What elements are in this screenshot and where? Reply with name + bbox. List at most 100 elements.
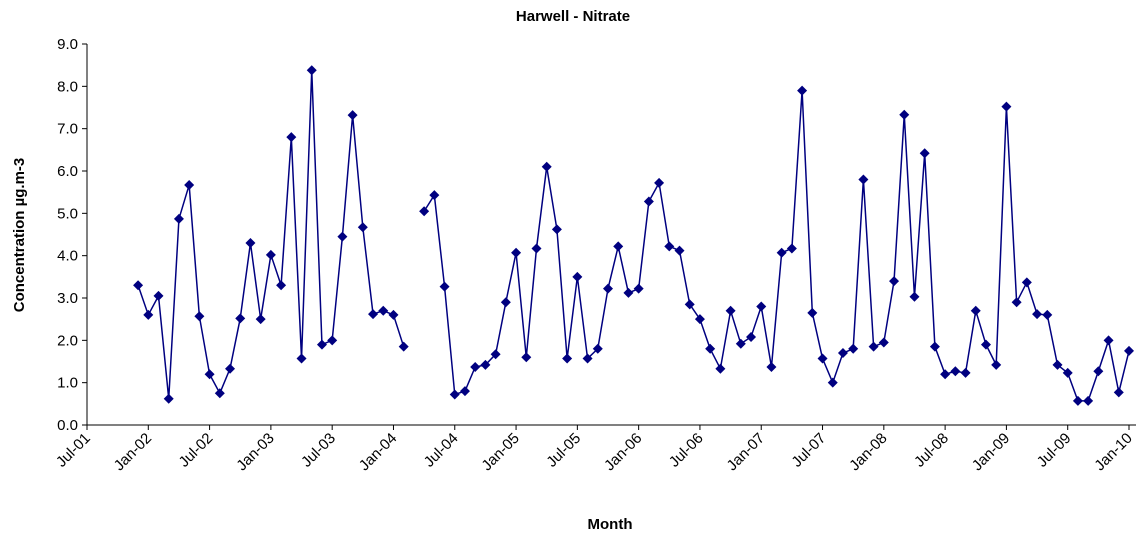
marker [163, 393, 174, 404]
marker [357, 222, 368, 233]
x-tick-label: Jan-09 [969, 430, 1013, 474]
x-tick-label: Jan-10 [1091, 430, 1135, 474]
marker [511, 247, 522, 258]
marker [980, 339, 991, 350]
marker [848, 343, 859, 354]
marker [878, 337, 889, 348]
marker [837, 348, 848, 359]
marker [235, 313, 246, 324]
x-tick-label: Jul-07 [788, 430, 829, 471]
marker [214, 388, 225, 399]
marker [470, 362, 481, 373]
marker [419, 206, 430, 217]
x-tick-label: Jul-04 [421, 430, 462, 471]
x-tick-label: Jan-07 [724, 430, 768, 474]
marker [439, 281, 450, 292]
marker [306, 65, 317, 76]
marker [398, 341, 409, 352]
marker [735, 338, 746, 349]
marker [194, 311, 205, 322]
marker [1021, 277, 1032, 288]
marker [582, 353, 593, 364]
y-tick-label: 2.0 [57, 332, 78, 349]
marker [143, 309, 154, 320]
y-tick-label: 8.0 [57, 78, 78, 95]
y-tick-label: 5.0 [57, 205, 78, 222]
marker [368, 309, 379, 320]
marker [643, 196, 654, 207]
y-axis-title: Concentration µg.m-3 [11, 158, 28, 312]
y-tick-label: 0.0 [57, 417, 78, 434]
marker [603, 283, 613, 294]
marker [613, 241, 624, 252]
marker [1124, 345, 1134, 356]
x-tick-label: Jul-06 [666, 430, 707, 471]
marker [950, 366, 961, 377]
marker [173, 213, 184, 224]
marker [654, 177, 665, 188]
x-tick-label: Jul-02 [176, 430, 217, 471]
marker [858, 174, 869, 185]
marker [786, 243, 797, 254]
marker [521, 352, 532, 363]
x-tick-label: Jan-02 [111, 430, 155, 474]
marker [347, 110, 358, 121]
marker [1032, 309, 1043, 320]
marker [1062, 367, 1073, 378]
x-tick-label: Jul-01 [53, 430, 94, 471]
marker [1001, 101, 1012, 112]
x-tick-label: Jan-08 [846, 430, 890, 474]
marker [286, 132, 297, 143]
line [423, 90, 1130, 402]
marker [316, 339, 327, 350]
marker [255, 314, 266, 325]
marker [337, 231, 348, 242]
marker [531, 243, 542, 254]
x-axis-title: Month [588, 516, 633, 533]
marker [940, 369, 951, 380]
marker [1052, 359, 1063, 370]
marker [684, 299, 695, 310]
marker [817, 353, 828, 364]
marker [807, 307, 818, 318]
marker [296, 353, 307, 364]
marker [562, 353, 573, 364]
y-tick-label: 1.0 [57, 375, 78, 392]
marker [1103, 335, 1114, 346]
marker [480, 359, 491, 370]
marker [694, 314, 705, 325]
marker [429, 190, 440, 201]
marker [1113, 387, 1124, 398]
y-tick-label: 4.0 [57, 248, 78, 265]
marker [184, 179, 195, 190]
x-tick-label: Jul-03 [298, 430, 339, 471]
marker [664, 241, 675, 252]
marker [1072, 395, 1083, 406]
marker [674, 245, 685, 256]
marker [378, 305, 389, 316]
marker [827, 377, 838, 388]
x-tick-label: Jan-03 [233, 430, 277, 474]
y-tick-label: 7.0 [57, 121, 78, 138]
line [137, 70, 405, 399]
marker [919, 148, 930, 159]
x-tick-label: Jan-06 [601, 430, 645, 474]
marker [592, 343, 603, 354]
x-tick-label: Jul-05 [543, 430, 584, 471]
marker [970, 305, 981, 316]
marker [929, 341, 940, 352]
marker [776, 247, 787, 258]
marker [868, 341, 879, 352]
marker [388, 309, 399, 320]
y-tick-label: 6.0 [57, 163, 78, 180]
marker [899, 109, 910, 120]
x-tick-label: Jul-08 [911, 430, 952, 471]
marker [541, 161, 552, 172]
marker [449, 389, 460, 400]
chart-title: Harwell - Nitrate [516, 8, 630, 25]
marker [1083, 395, 1094, 406]
marker [746, 331, 757, 342]
marker [633, 283, 644, 294]
marker [766, 362, 777, 373]
